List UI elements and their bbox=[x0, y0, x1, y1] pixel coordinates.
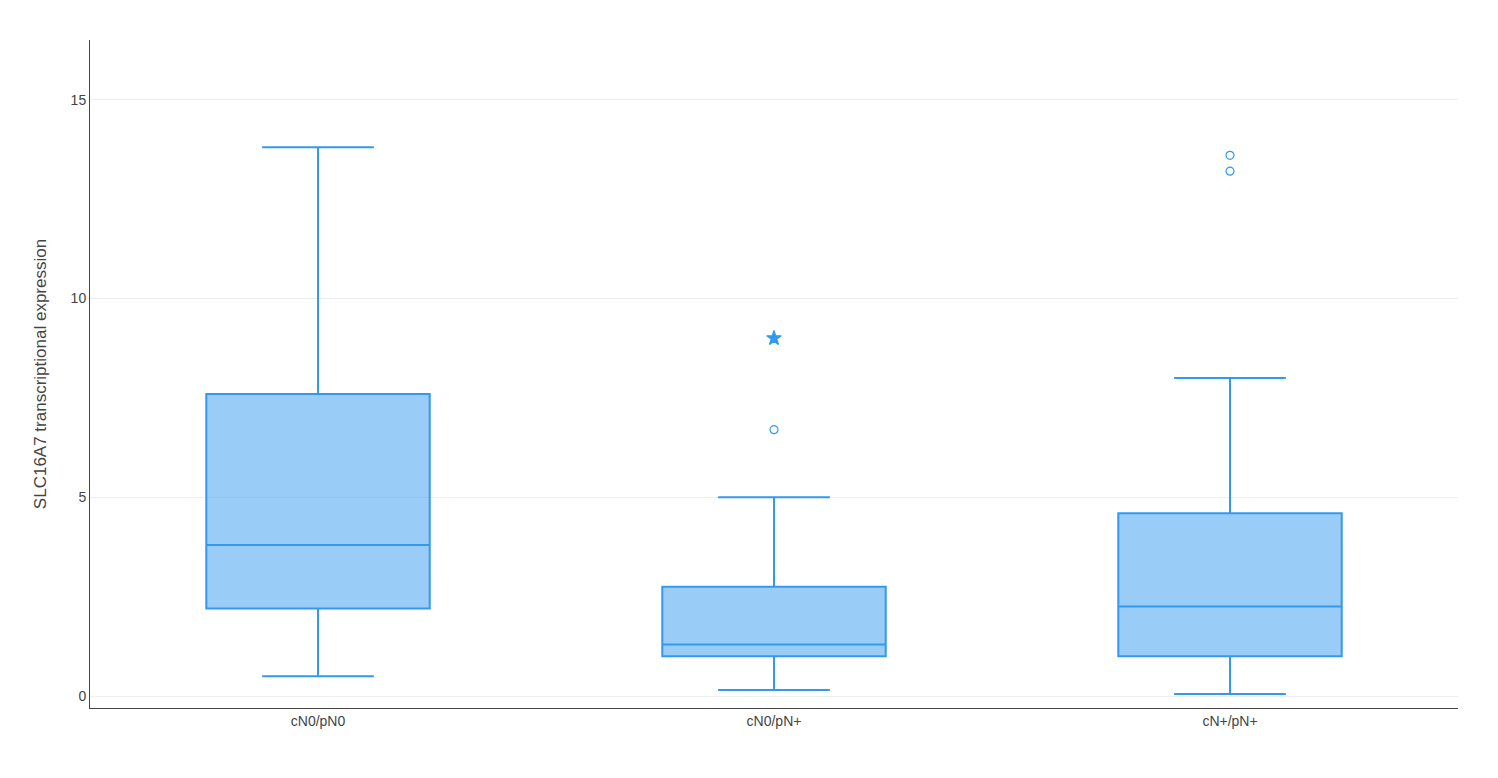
svg-text:10: 10 bbox=[71, 290, 87, 306]
svg-text:cN0/pN0: cN0/pN0 bbox=[291, 713, 346, 729]
svg-text:cN+/pN+: cN+/pN+ bbox=[1202, 713, 1257, 729]
svg-text:0: 0 bbox=[78, 688, 86, 704]
svg-text:SLC16A7 transcriptional expres: SLC16A7 transcriptional expression bbox=[31, 239, 50, 509]
svg-text:5: 5 bbox=[78, 489, 86, 505]
svg-text:15: 15 bbox=[71, 92, 87, 108]
svg-text:cN0/pN+: cN0/pN+ bbox=[747, 713, 802, 729]
